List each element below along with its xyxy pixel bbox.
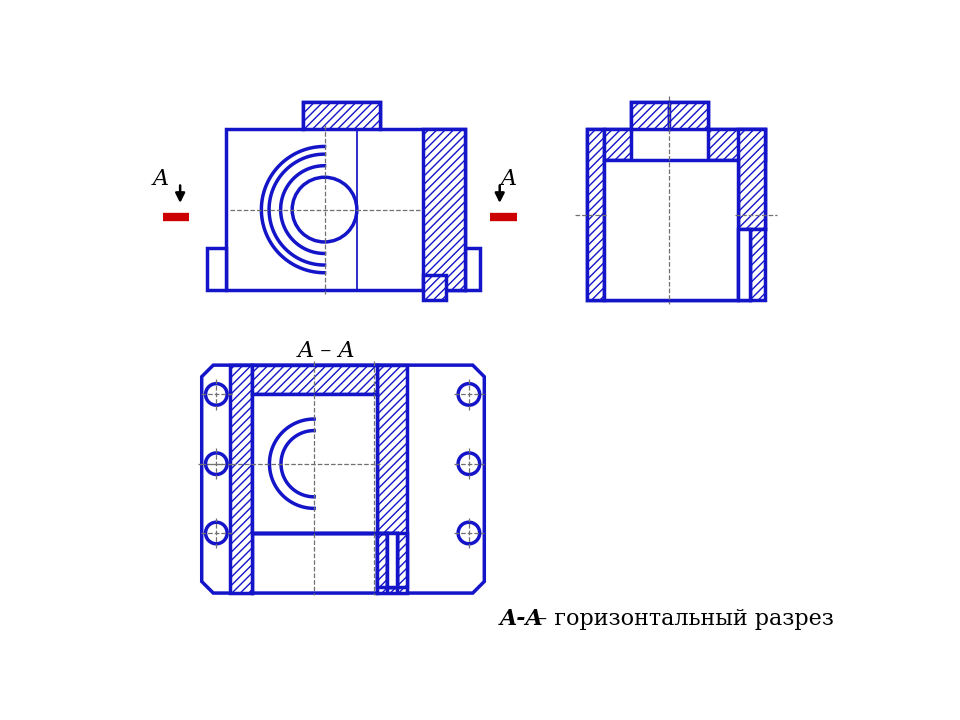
Polygon shape <box>738 129 765 229</box>
Polygon shape <box>708 129 765 160</box>
Polygon shape <box>587 102 765 300</box>
Text: A: A <box>501 168 517 190</box>
Polygon shape <box>230 365 252 593</box>
Polygon shape <box>465 248 480 290</box>
Polygon shape <box>376 533 407 587</box>
Polygon shape <box>604 160 738 300</box>
Polygon shape <box>252 395 376 533</box>
Text: A: A <box>153 168 169 190</box>
Polygon shape <box>387 533 397 587</box>
Polygon shape <box>422 129 465 290</box>
Polygon shape <box>631 102 669 129</box>
Text: – горизонтальный разрез: – горизонтальный разрез <box>529 608 834 631</box>
Polygon shape <box>587 129 604 300</box>
Polygon shape <box>422 275 445 300</box>
Text: A-A: A-A <box>500 608 543 631</box>
Polygon shape <box>376 365 407 593</box>
Text: A – A: A – A <box>298 341 355 362</box>
Polygon shape <box>669 102 708 129</box>
Polygon shape <box>227 102 465 290</box>
Polygon shape <box>202 365 484 593</box>
Polygon shape <box>207 248 227 290</box>
Polygon shape <box>303 102 380 129</box>
Polygon shape <box>738 229 750 300</box>
Polygon shape <box>252 365 376 395</box>
Polygon shape <box>750 229 765 300</box>
Polygon shape <box>252 533 397 587</box>
Polygon shape <box>604 129 631 160</box>
